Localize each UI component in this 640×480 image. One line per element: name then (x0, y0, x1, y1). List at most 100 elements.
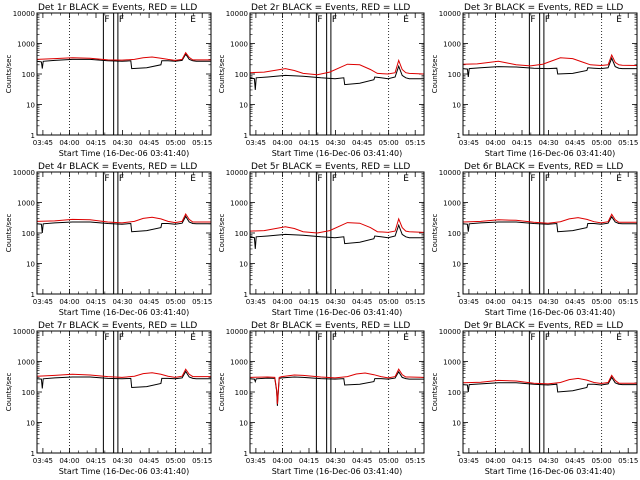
x-tick-label: 05:15 (405, 298, 425, 306)
y-tick-label: 10000 (439, 169, 461, 177)
flag-label: F (119, 174, 124, 184)
y-tick-label: 1000 (230, 200, 248, 208)
x-tick-label: 04:45 (352, 139, 372, 147)
panel-1: Det 1r BLACK = Events, RED = LLD Counts/s… (5, 3, 212, 158)
events-series-line (249, 64, 424, 90)
y-tick-label: 1000 (17, 200, 35, 208)
flag-label: F (119, 15, 124, 25)
x-tick-label: 04:15 (299, 457, 319, 465)
events-series-line (36, 370, 211, 389)
y-axis-label: Counts/sec (218, 214, 226, 253)
flag-label: E (190, 174, 196, 184)
lld-series-line (36, 51, 211, 61)
x-tick-label: 04:15 (512, 457, 532, 465)
x-tick-label: 05:00 (592, 139, 612, 147)
x-tick-label: 04:15 (512, 139, 532, 147)
flag-label: E (616, 333, 622, 343)
y-tick-label: 1 (457, 291, 461, 299)
x-tick-label: 04:30 (538, 457, 558, 465)
y-tick-label: 1000 (230, 359, 248, 367)
x-tick-label: 05:00 (592, 298, 612, 306)
x-tick-label: 04:00 (485, 139, 505, 147)
flag-label: E (403, 15, 409, 25)
x-tick-label: 04:00 (485, 457, 505, 465)
x-tick-label: 04:00 (272, 139, 292, 147)
x-tick-label: 05:00 (166, 139, 186, 147)
flag-label: F (317, 333, 322, 343)
y-tick-label: 10000 (439, 328, 461, 336)
flag-label: F (332, 174, 337, 184)
panel-title: Det 1r BLACK = Events, RED = LLD (38, 3, 197, 13)
x-tick-label: 04:30 (112, 457, 132, 465)
y-axis-label: Counts/sec (431, 214, 439, 253)
x-tick-label: 03:45 (246, 298, 266, 306)
x-tick-label: 03:45 (33, 457, 53, 465)
y-tick-label: 10 (239, 102, 248, 110)
y-axis-label: Counts/sec (5, 214, 13, 253)
plot-frame (462, 330, 638, 454)
y-tick-label: 10000 (13, 328, 35, 336)
x-tick-label: 04:15 (86, 298, 106, 306)
y-tick-label: 1 (244, 291, 248, 299)
y-tick-label: 100 (448, 230, 461, 238)
x-tick-label: 04:45 (565, 139, 585, 147)
plot-frame (249, 12, 425, 136)
flag-label: E (403, 174, 409, 184)
panel-title: Det 2r BLACK = Events, RED = LLD (251, 3, 410, 13)
y-tick-label: 10000 (226, 169, 248, 177)
panel-8: Det 8r BLACK = Events, RED = LLD Counts/s… (218, 321, 425, 476)
y-tick-label: 100 (22, 389, 35, 397)
x-tick-label: 04:45 (565, 298, 585, 306)
events-series-line (249, 370, 424, 406)
y-tick-label: 100 (448, 71, 461, 79)
x-tick-label: 05:00 (379, 457, 399, 465)
x-tick-label: 03:45 (246, 457, 266, 465)
y-tick-label: 10 (239, 261, 248, 269)
x-tick-label: 04:30 (325, 457, 345, 465)
plot-frame (36, 330, 212, 454)
panel-title: Det 5r BLACK = Events, RED = LLD (251, 162, 410, 172)
x-tick-label: 03:45 (459, 298, 479, 306)
y-tick-label: 1 (31, 291, 35, 299)
x-tick-label: 04:45 (565, 457, 585, 465)
x-axis-label: Start Time (16-Dec-06 03:41:40) (485, 308, 616, 317)
y-tick-label: 10000 (13, 10, 35, 18)
events-series-line (249, 223, 424, 249)
x-tick-label: 05:00 (592, 457, 612, 465)
flag-label: E (190, 15, 196, 25)
lld-series-line (249, 217, 425, 234)
x-tick-label: 03:45 (33, 298, 53, 306)
x-tick-label: 04:15 (299, 298, 319, 306)
plot-frame (249, 330, 425, 454)
panel-7: Det 7r BLACK = Events, RED = LLD Counts/s… (5, 321, 212, 476)
x-tick-label: 04:15 (86, 457, 106, 465)
flag-label: F (545, 174, 550, 184)
x-tick-label: 05:15 (192, 139, 212, 147)
x-tick-label: 04:15 (299, 139, 319, 147)
x-tick-label: 04:00 (59, 139, 79, 147)
x-tick-label: 05:15 (618, 457, 638, 465)
x-tick-label: 04:30 (112, 298, 132, 306)
flag-label: F (119, 333, 124, 343)
flag-label: E (616, 174, 622, 184)
flag-label: F (545, 15, 550, 25)
y-tick-label: 100 (22, 71, 35, 79)
x-tick-label: 04:30 (112, 139, 132, 147)
plot-frame (36, 171, 212, 295)
y-tick-label: 10 (26, 261, 35, 269)
y-tick-label: 10000 (226, 10, 248, 18)
x-axis-label: Start Time (16-Dec-06 03:41:40) (272, 308, 403, 317)
y-tick-label: 1000 (17, 41, 35, 49)
lld-series-line (249, 368, 425, 405)
x-tick-label: 04:00 (59, 457, 79, 465)
x-tick-label: 05:00 (379, 139, 399, 147)
panel-5: Det 5r BLACK = Events, RED = LLD Counts/s… (218, 162, 425, 317)
x-tick-label: 04:45 (352, 298, 372, 306)
y-axis-label: Counts/sec (431, 373, 439, 412)
x-tick-label: 05:15 (618, 298, 638, 306)
panel-title: Det 9r BLACK = Events, RED = LLD (464, 321, 623, 331)
y-tick-label: 1 (31, 450, 35, 458)
y-tick-label: 100 (22, 230, 35, 238)
flag-label: F (332, 333, 337, 343)
